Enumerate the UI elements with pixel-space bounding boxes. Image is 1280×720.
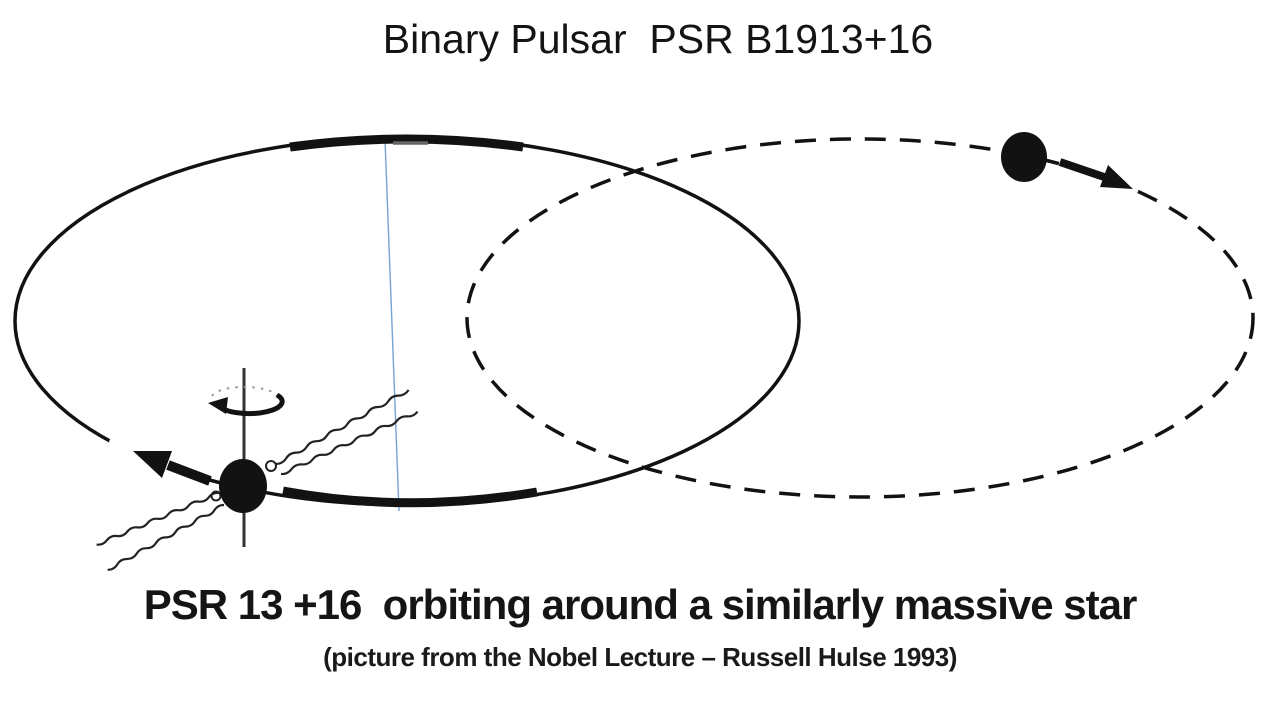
pulsar-orbit-group <box>13 135 801 507</box>
companion-velocity-arrow-icon <box>1058 158 1133 189</box>
radiation-beam-lower-line2 <box>107 503 225 571</box>
dashed-orbit-ellipse <box>465 137 1255 499</box>
pulsar-dot <box>219 459 267 513</box>
orbit-thick-segment-bottom <box>282 486 538 508</box>
beam-base-loop-upper <box>265 460 277 472</box>
spin-circle-back-dotted <box>211 385 278 397</box>
radiation-beam-lower-line1 <box>96 491 220 546</box>
spin-rotation-arc <box>219 392 285 417</box>
spin-rotation-arrowhead-icon <box>208 397 228 414</box>
figure-credit: (picture from the Nobel Lecture – Russel… <box>323 642 957 672</box>
companion-arrowhead <box>1100 165 1133 189</box>
pulsar-velocity-arrow-icon <box>133 451 212 486</box>
radiation-beam-upper-line2 <box>280 410 419 476</box>
page-title: Binary Pulsar PSR B1913+16 <box>382 16 934 62</box>
pulsar-spin-group <box>208 368 285 547</box>
companion-arrow-shaft <box>1058 158 1109 182</box>
pulsar-arrowhead <box>133 451 172 478</box>
vertical-reference-line <box>384 138 400 512</box>
figure-caption: PSR 13 +16 orbiting around a similarly m… <box>143 581 1138 628</box>
radiation-beam-upper-line1 <box>275 389 410 466</box>
orbit-thick-segment-top <box>289 134 524 152</box>
companion-star-dot <box>1001 132 1047 182</box>
pulsar-arrow-shaft <box>166 460 212 486</box>
radiation-beams-group <box>96 389 419 571</box>
